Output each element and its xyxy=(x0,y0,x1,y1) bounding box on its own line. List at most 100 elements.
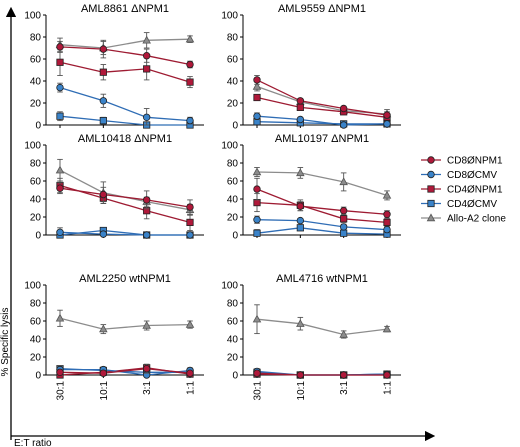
data-point xyxy=(253,229,261,237)
y-tick-label: 40 xyxy=(30,335,42,346)
data-point xyxy=(339,121,348,129)
data-point xyxy=(55,165,65,174)
data-point xyxy=(186,78,194,86)
data-point xyxy=(253,76,261,84)
series-line xyxy=(59,115,190,126)
data-point xyxy=(56,83,64,92)
y-tick-label: 100 xyxy=(221,11,238,22)
data-point xyxy=(253,369,261,377)
data-point xyxy=(99,117,107,125)
y-tick-label: 40 xyxy=(30,77,42,88)
y-tick-label: 100 xyxy=(24,141,41,152)
series-allo-a2-clone xyxy=(252,167,392,201)
y-tick-label: 80 xyxy=(227,299,239,310)
series-line xyxy=(256,171,388,197)
legend-label: CD8ØCMV xyxy=(447,170,497,181)
data-point xyxy=(186,203,194,211)
series-line xyxy=(59,231,190,236)
series-cd4-npm1 xyxy=(56,48,194,89)
data-point xyxy=(99,97,108,105)
data-point xyxy=(253,93,261,102)
data-point xyxy=(56,368,64,376)
legend-marker xyxy=(427,170,435,179)
data-point xyxy=(383,210,391,218)
data-point xyxy=(252,314,262,323)
y-tick-label: 20 xyxy=(30,353,42,364)
y-tick-label: 100 xyxy=(24,281,41,292)
panel-title: AML9559 ΔNPM1 xyxy=(278,3,366,15)
data-point xyxy=(383,225,391,234)
x-tick-label: 30:1 xyxy=(253,381,264,401)
x-tick-label: 1:1 xyxy=(186,381,197,395)
data-point xyxy=(99,68,107,76)
panel-3: 0 20 40 60 80 100 AML10418 ΔNPM1 xyxy=(24,133,204,242)
data-point xyxy=(296,168,305,177)
y-tick-label: 60 xyxy=(227,177,239,188)
y-tick-label: 40 xyxy=(227,335,239,346)
y-axis-title: % Specific lysis xyxy=(0,308,11,377)
panel-title: AML2250 wtNPM1 xyxy=(79,273,171,285)
series-line xyxy=(59,61,191,83)
data-point xyxy=(56,228,64,236)
data-point xyxy=(383,120,391,128)
legend-item-cd8-cmv: CD8ØCMV xyxy=(421,170,497,181)
y-tick-label: 20 xyxy=(227,213,239,224)
data-point xyxy=(186,60,194,69)
series-cd8-cmv xyxy=(253,367,391,379)
data-point xyxy=(383,218,391,226)
y-tick-label: 20 xyxy=(30,213,42,224)
x-tick-label: 3:1 xyxy=(142,381,153,395)
data-point xyxy=(56,58,64,66)
data-point xyxy=(56,112,64,120)
y-tick-label: 60 xyxy=(227,317,239,328)
y-tick-label: 0 xyxy=(232,371,238,382)
series-line xyxy=(59,368,191,374)
series-line xyxy=(59,86,191,122)
x-tick-label: 30:1 xyxy=(56,381,67,401)
legend-item-cd8-npm1: CD8ØNPM1 xyxy=(421,156,503,167)
data-point xyxy=(142,113,151,121)
panel-title: AML4716 wtNPM1 xyxy=(276,273,368,285)
data-point xyxy=(55,313,65,322)
data-point xyxy=(383,111,391,119)
data-point xyxy=(99,369,108,377)
y-tick-label: 80 xyxy=(30,33,42,44)
data-point xyxy=(296,103,304,111)
y-tick-label: 40 xyxy=(30,195,42,206)
legend-item-allo-a2-clone: Allo-A2 clone xyxy=(421,213,506,225)
y-tick-label: 80 xyxy=(227,159,239,170)
legend-label: CD4ØNPM1 xyxy=(447,185,503,196)
panel-5: 0 20 40 60 80 100 30:1 10:1 3:1 1:1 AML2250 wtNPM1 xyxy=(24,273,204,400)
series-line xyxy=(256,227,388,235)
series-line xyxy=(256,219,388,231)
y-tick-label: 60 xyxy=(227,55,239,66)
series-cd8-cmv xyxy=(253,112,391,129)
y-tick-label: 80 xyxy=(30,159,42,170)
data-point xyxy=(252,81,262,90)
series-cd4-cmv xyxy=(56,111,194,129)
panels: 0 20 40 60 80 100 AML8861 ΔNPM1 0 20 40 60 80 100 AML… xyxy=(24,3,401,400)
legend-item-cd4-cmv: CD4ØCMV xyxy=(421,199,497,210)
legend-marker xyxy=(427,199,435,208)
legend-marker xyxy=(427,185,435,193)
series-cd8-cmv xyxy=(56,227,194,239)
data-point xyxy=(99,45,108,53)
series-allo-a2-clone xyxy=(55,158,195,216)
data-point xyxy=(99,324,108,333)
data-point xyxy=(383,371,391,379)
panel-title: AML8861 ΔNPM1 xyxy=(81,3,169,15)
x-axis-title: E:T ratio xyxy=(14,438,52,447)
y-tick-label: 80 xyxy=(30,299,42,310)
data-point xyxy=(339,371,348,379)
series-line xyxy=(256,96,388,118)
series-line xyxy=(256,115,388,126)
y-tick-label: 0 xyxy=(232,231,238,242)
y-tick-label: 100 xyxy=(24,11,41,22)
series-line xyxy=(59,38,191,49)
data-point xyxy=(99,230,108,238)
legend: CD8ØNPM1 CD8ØCMV CD4ØNPM1 CD4ØCMV Allo-A2 cl… xyxy=(421,156,506,225)
data-point xyxy=(142,35,151,44)
series-cd4-cmv xyxy=(253,224,391,238)
panel-4: 0 20 40 60 80 100 AML10197 ΔNPM1 xyxy=(221,133,401,242)
data-point xyxy=(253,112,261,120)
